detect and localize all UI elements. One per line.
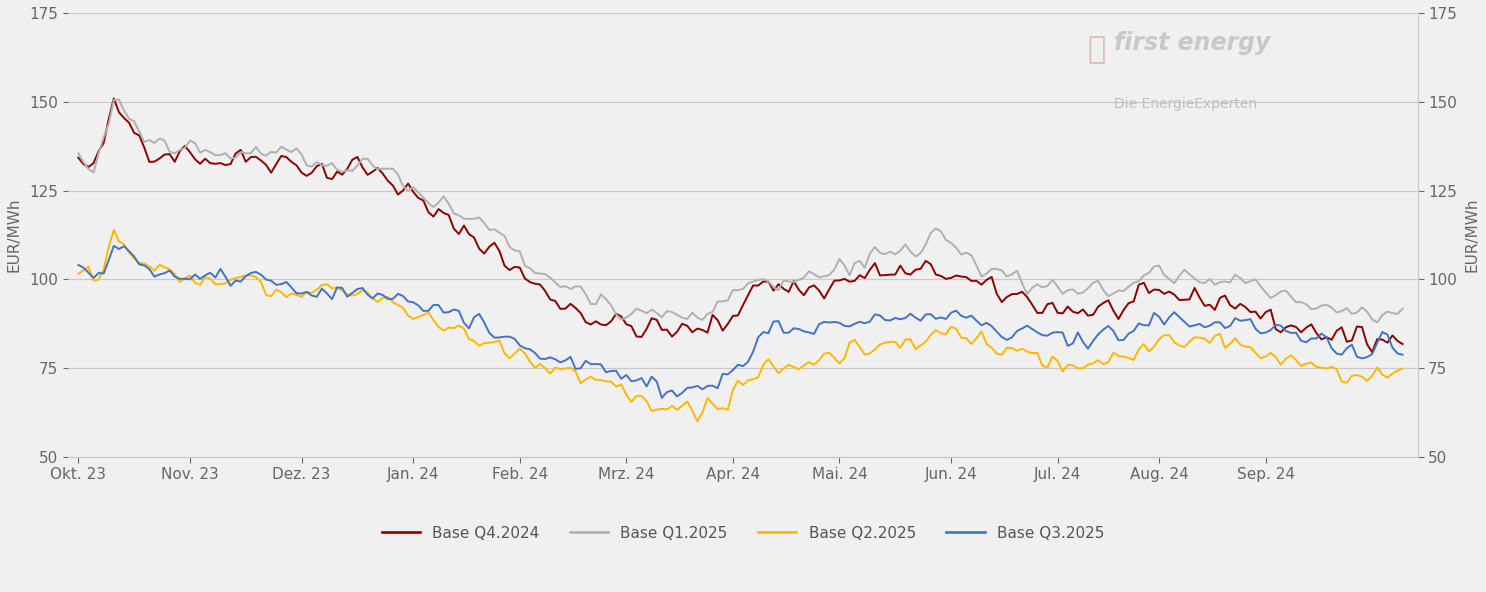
Text: ⓦ: ⓦ [1088, 35, 1106, 64]
Y-axis label: EUR/MWh: EUR/MWh [1464, 198, 1479, 272]
Y-axis label: EUR/MWh: EUR/MWh [7, 198, 22, 272]
Text: first energy: first energy [1114, 31, 1271, 54]
Legend: Base Q4.2024, Base Q1.2025, Base Q2.2025, Base Q3.2025: Base Q4.2024, Base Q1.2025, Base Q2.2025… [376, 520, 1110, 547]
Text: Die EnergieExperten: Die EnergieExperten [1114, 97, 1257, 111]
